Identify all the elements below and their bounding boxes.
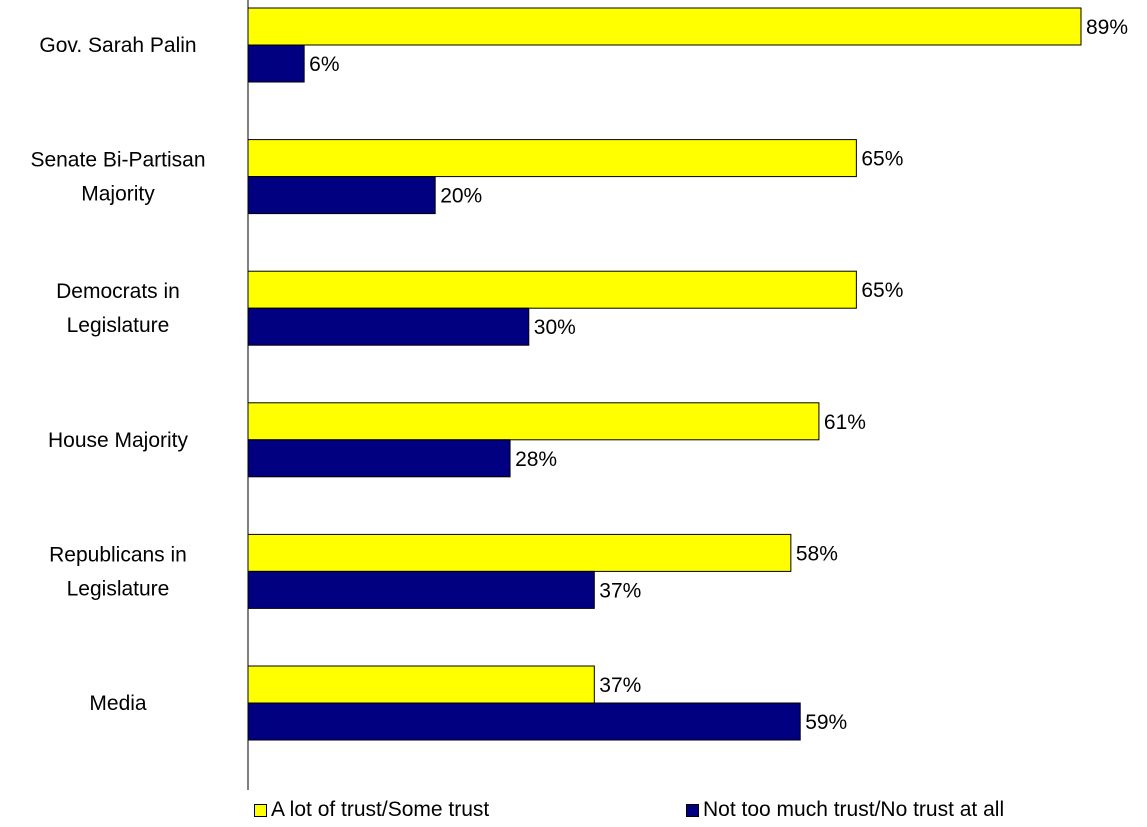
chart: 89% 6% 65% 20% 65% 30% 61% 28% 58% 37% 37% 59% Gov.… (30, 0, 1128, 790)
category-label-line: Senate Bi-Partisan (30, 149, 205, 172)
legend-label-trust: A lot of trust/Some trust (271, 798, 490, 821)
category-label-line: Democrats in (56, 280, 180, 303)
bar-trust-0 (247, 7, 1082, 46)
legend-item-no-trust: Not too much trust/No trust at all (686, 797, 1004, 823)
bar-no-trust-3 (247, 439, 511, 478)
bar-trust-2 (247, 270, 857, 309)
bar-trust-5 (247, 665, 595, 704)
bars-group (247, 7, 1082, 741)
bar-no-trust-0 (247, 44, 305, 83)
value-label-trust-4: 58% (796, 542, 838, 565)
category-label-line: Gov. Sarah Palin (39, 34, 196, 57)
value-label-no-trust-4: 37% (599, 579, 641, 602)
bar-no-trust-5 (247, 702, 801, 741)
category-label-line: Legislature (67, 577, 170, 600)
value-label-no-trust-1: 20% (440, 185, 482, 208)
bar-trust-4 (247, 533, 792, 572)
legend-label-no-trust: Not too much trust/No trust at all (703, 798, 1005, 821)
category-label-5: Media (89, 692, 147, 715)
value-labels-group: 89% 6% 65% 20% 65% 30% 61% 28% 58% 37% 37% 59% (309, 16, 1128, 734)
legend-item-trust: A lot of trust/Some trust (254, 797, 489, 823)
category-label-2: Democrats in Legislature (56, 280, 180, 337)
category-label-line: Media (89, 692, 147, 715)
category-label-line: Republicans in (49, 543, 187, 566)
bar-no-trust-2 (247, 307, 530, 346)
bar-trust-1 (247, 139, 857, 178)
legend-swatch-trust (254, 803, 267, 817)
value-label-trust-0: 89% (1086, 16, 1128, 39)
category-labels-group: Gov. Sarah Palin Senate Bi-Partisan Majori… (30, 34, 205, 715)
bar-no-trust-1 (247, 176, 436, 215)
category-label-line: House Majority (48, 429, 189, 452)
category-label-line: Majority (81, 183, 155, 206)
value-label-trust-5: 37% (599, 674, 641, 697)
bar-no-trust-4 (247, 570, 595, 609)
category-label-4: Republicans in Legislature (49, 543, 187, 600)
value-label-trust-2: 65% (861, 279, 903, 302)
category-label-1: Senate Bi-Partisan Majority (30, 149, 205, 206)
value-label-no-trust-0: 6% (309, 53, 339, 76)
value-label-trust-3: 61% (824, 411, 866, 434)
legend-swatch-no-trust (686, 803, 699, 817)
value-label-trust-1: 65% (861, 148, 903, 171)
value-label-no-trust-3: 28% (515, 448, 557, 471)
value-label-no-trust-5: 59% (805, 711, 847, 734)
bar-trust-3 (247, 402, 820, 441)
value-label-no-trust-2: 30% (534, 316, 576, 339)
category-label-line: Legislature (67, 314, 170, 337)
category-label-3: House Majority (48, 429, 189, 452)
category-label-0: Gov. Sarah Palin (39, 34, 196, 57)
